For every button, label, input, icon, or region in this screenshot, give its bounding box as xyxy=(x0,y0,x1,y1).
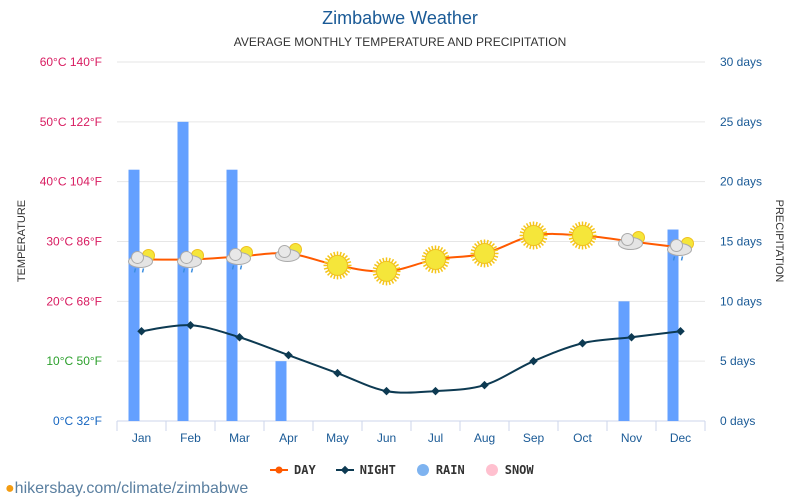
sun-disc xyxy=(376,260,397,282)
location-pin-icon: ● xyxy=(5,480,15,497)
x-tick-label: Feb xyxy=(180,431,201,445)
cloud xyxy=(131,250,144,264)
source-link[interactable]: ●hikersbay.com/climate/zimbabwe xyxy=(5,480,248,498)
left-tick-label: 50°C 122°F xyxy=(40,115,102,129)
x-tick-label: Apr xyxy=(279,431,298,445)
chart-plot: 0°C 32°F 0 days 10°C 50°F 5 days 20°C 68°F 10… xyxy=(16,55,785,445)
raindrop xyxy=(231,265,235,270)
cloud xyxy=(180,250,193,264)
raindrop xyxy=(141,268,145,273)
legend-snow[interactable]: SNOW xyxy=(485,463,534,477)
raindrop xyxy=(239,265,243,270)
left-tick-label: 10°C 50°F xyxy=(46,354,102,368)
x-tick-label: Jul xyxy=(428,431,443,445)
legend-day-label: DAY xyxy=(294,463,316,477)
rain-cloud-sun-icon xyxy=(667,236,694,261)
night-point xyxy=(382,386,391,396)
sun-icon xyxy=(421,245,450,274)
left-tick-label: 20°C 68°F xyxy=(46,294,102,308)
night-point xyxy=(480,380,489,390)
right-tick-label: 5 days xyxy=(720,354,755,368)
rain-bar xyxy=(275,361,287,421)
raindrop xyxy=(190,268,194,273)
x-tick-label: Sep xyxy=(523,431,545,445)
rain-cloud-sun-icon xyxy=(177,248,204,273)
x-tick-label: Jan xyxy=(132,431,151,445)
cloud xyxy=(278,244,291,258)
night-point xyxy=(284,350,293,360)
rain-bar xyxy=(667,229,679,421)
x-tick-label: Oct xyxy=(573,431,592,445)
left-tick-label: 0°C 32°F xyxy=(53,414,102,428)
cloud xyxy=(229,247,242,261)
night-point xyxy=(333,368,342,378)
night-point xyxy=(676,327,685,336)
right-tick-label: 25 days xyxy=(720,115,762,129)
cloud xyxy=(621,233,634,246)
legend-night-label: NIGHT xyxy=(359,463,396,477)
sun-disc xyxy=(572,225,593,247)
night-point xyxy=(578,338,587,348)
x-tick-label: Nov xyxy=(621,431,642,445)
sun-disc xyxy=(327,254,348,276)
right-tick-label: 20 days xyxy=(720,175,762,189)
legend-rain[interactable]: RAIN xyxy=(416,463,465,477)
x-tick-label: May xyxy=(326,431,349,445)
right-tick-label: 15 days xyxy=(720,235,762,249)
legend-rain-label: RAIN xyxy=(435,463,465,477)
rain-cloud-sun-icon xyxy=(226,245,253,270)
rain-cloud-sun-icon xyxy=(128,248,155,273)
sun-icon xyxy=(372,257,401,286)
left-axis-title: TEMPERATURE xyxy=(16,200,28,282)
legend-snow-label: SNOW xyxy=(504,463,534,477)
night-point xyxy=(137,327,146,336)
x-tick-label: Jun xyxy=(377,431,396,445)
chart-title: Zimbabwe Weather xyxy=(322,8,478,28)
legend: DAY NIGHT RAIN SNOW xyxy=(270,463,534,477)
chart-subtitle: AVERAGE MONTHLY TEMPERATURE AND PRECIPIT… xyxy=(233,35,567,49)
rain-bar xyxy=(618,301,630,421)
night-point xyxy=(235,332,244,342)
source-url: hikersbay.com/climate/zimbabwe xyxy=(14,480,249,497)
x-tick-label: Dec xyxy=(670,431,691,445)
left-tick-label: 40°C 104°F xyxy=(40,175,102,189)
sun-icon xyxy=(323,251,352,280)
rain-bar xyxy=(128,169,140,421)
x-tick-label: Mar xyxy=(229,431,250,445)
night-point xyxy=(627,332,636,342)
right-axis-title: PRECIPITATION xyxy=(773,200,785,283)
raindrop xyxy=(672,256,676,261)
partly-cloudy-icon xyxy=(618,231,645,250)
night-line xyxy=(141,324,681,394)
sun-disc xyxy=(425,248,446,270)
raindrop xyxy=(680,256,684,261)
raindrop xyxy=(133,268,137,273)
night-point xyxy=(186,321,195,330)
cloud xyxy=(670,238,683,252)
partly-cloudy-icon xyxy=(275,242,302,262)
night-point xyxy=(431,386,440,396)
legend-day[interactable]: DAY xyxy=(270,463,316,477)
legend-night[interactable]: NIGHT xyxy=(335,463,396,477)
right-tick-label: 10 days xyxy=(720,294,762,308)
right-tick-label: 0 days xyxy=(720,414,755,428)
sun-icon xyxy=(568,221,597,250)
left-tick-label: 60°C 140°F xyxy=(40,55,102,69)
sun-icon xyxy=(470,239,499,268)
day-line xyxy=(141,232,681,273)
sun-disc xyxy=(474,242,495,264)
night-point xyxy=(529,356,538,366)
left-tick-label: 30°C 86°F xyxy=(46,235,102,249)
x-tick-label: Aug xyxy=(474,431,495,445)
rain-bar xyxy=(226,169,238,421)
sun-disc xyxy=(523,225,544,247)
sun-icon xyxy=(519,221,548,250)
right-tick-label: 30 days xyxy=(720,55,762,69)
raindrop xyxy=(182,268,186,273)
